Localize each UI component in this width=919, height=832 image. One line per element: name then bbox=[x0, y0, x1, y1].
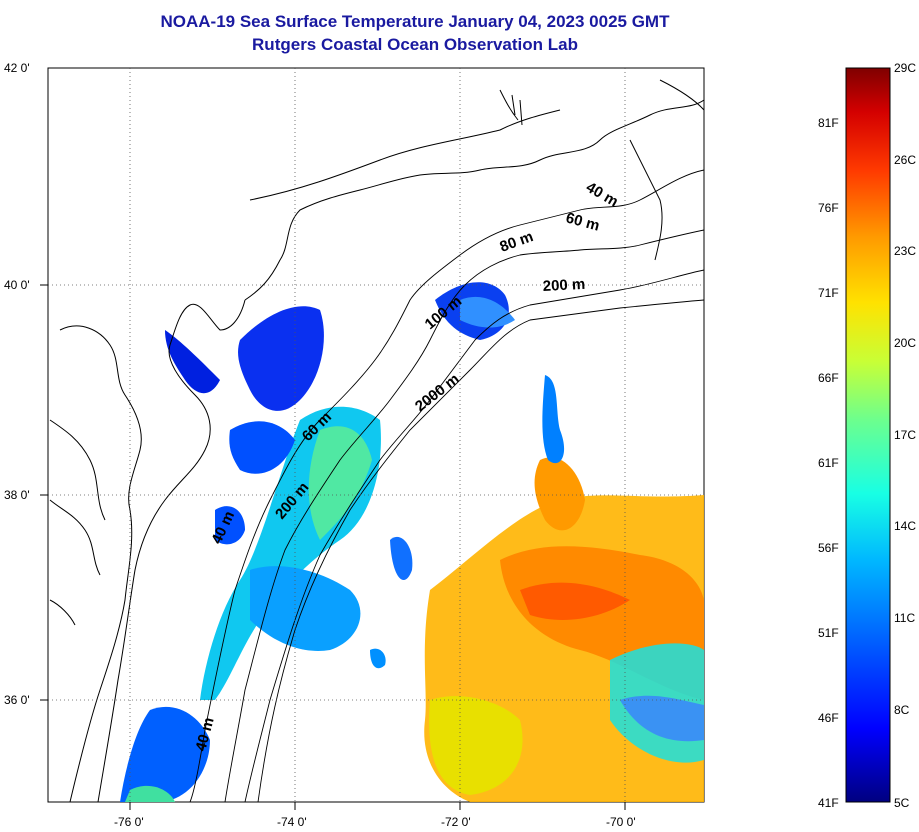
lat-label: 36 0' bbox=[4, 693, 30, 707]
colorbar-f-label: 71F bbox=[818, 286, 839, 300]
graticule bbox=[48, 68, 704, 802]
colorbar-c-label: 29C bbox=[894, 61, 917, 75]
colorbar-c-label: 20C bbox=[894, 336, 917, 350]
colorbar-c-label: 26C bbox=[894, 153, 917, 167]
coastline bbox=[49, 79, 704, 802]
map-title: NOAA-19 Sea Surface Temperature January … bbox=[160, 12, 670, 31]
colorbar-f-label: 56F bbox=[818, 541, 839, 555]
colorbar-f-label: 41F bbox=[818, 796, 839, 810]
colorbar-c-label: 11C bbox=[894, 611, 916, 625]
lon-label: -74 0' bbox=[277, 815, 307, 829]
frame-ticks bbox=[40, 284, 626, 810]
colorbar-f-label: 46F bbox=[818, 711, 839, 725]
colorbar-f-label: 51F bbox=[818, 626, 839, 640]
colorbar-c-label: 8C bbox=[894, 703, 910, 717]
colorbar-c-label: 17C bbox=[894, 428, 917, 442]
colorbar-f-label: 76F bbox=[818, 201, 839, 215]
colorbar-c-label: 14C bbox=[894, 519, 917, 533]
colorbar-f-label: 81F bbox=[818, 116, 839, 130]
colorbar-f-label: 61F bbox=[818, 456, 839, 470]
colorbar-f-label: 66F bbox=[818, 371, 839, 385]
lon-label: -70 0' bbox=[606, 815, 636, 829]
lat-label: 40 0' bbox=[4, 278, 30, 292]
lat-label: 38 0' bbox=[4, 488, 30, 502]
sst-field bbox=[120, 282, 704, 802]
lat-label: 42 0' bbox=[4, 61, 30, 75]
isobaths bbox=[189, 169, 704, 802]
colorbar bbox=[845, 67, 891, 803]
lon-label: -72 0' bbox=[441, 815, 471, 829]
lon-label: -76 0' bbox=[114, 815, 144, 829]
isobath-label: 200 m bbox=[542, 276, 585, 295]
map-subtitle: Rutgers Coastal Ocean Observation Lab bbox=[252, 35, 578, 54]
colorbar-c-label: 23C bbox=[894, 244, 917, 258]
colorbar-c-label: 5C bbox=[894, 796, 910, 810]
